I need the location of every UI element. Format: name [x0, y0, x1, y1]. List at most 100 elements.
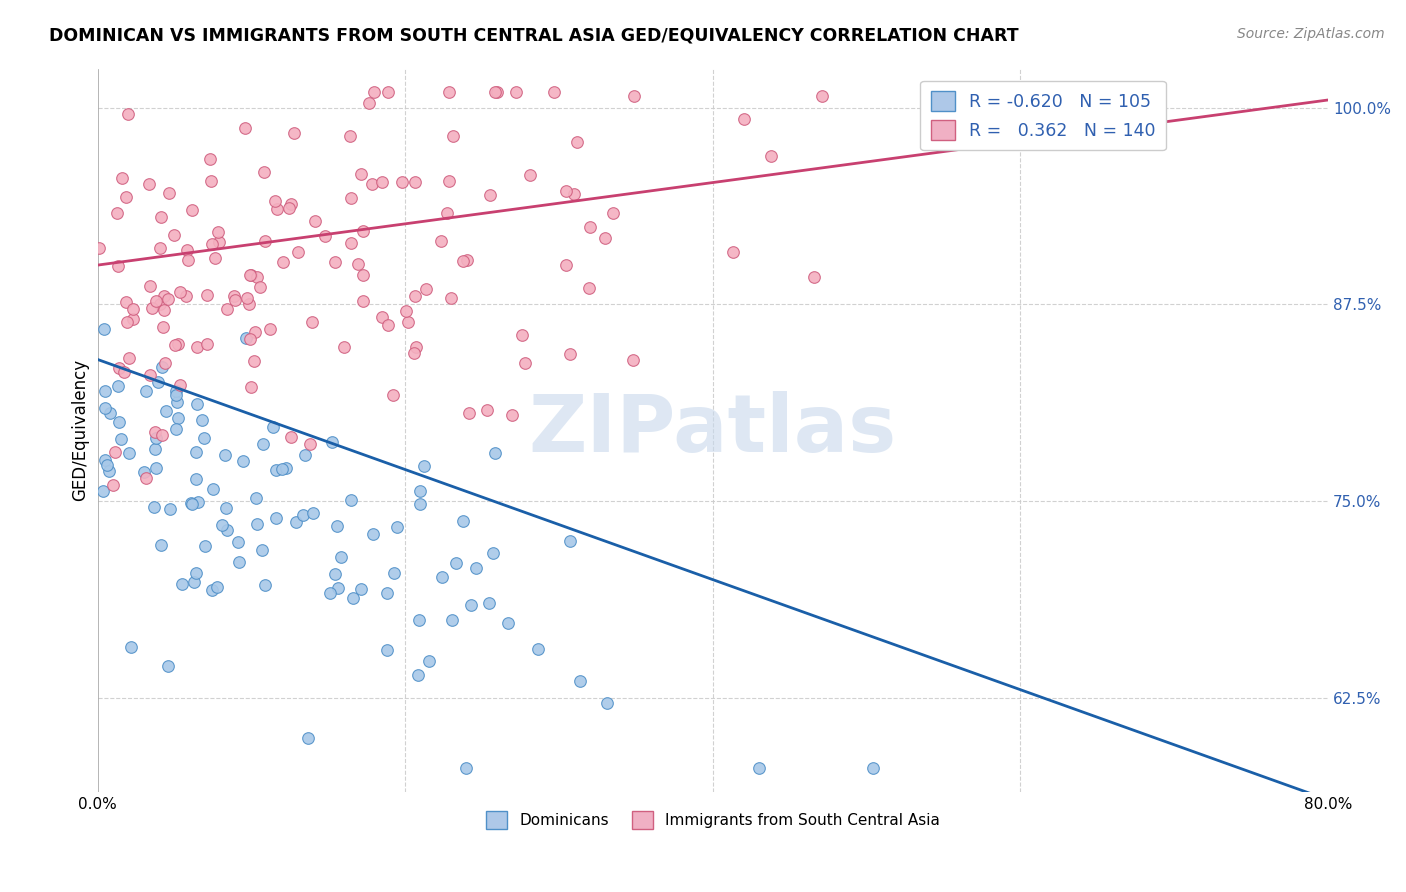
- Point: [323, 255, 346, 269]
- Point: [242, 354, 264, 368]
- Y-axis label: GED/Equivalency: GED/Equivalency: [72, 359, 89, 501]
- Point: [103, 478, 125, 492]
- Point: [145, 461, 167, 475]
- Point: [484, 85, 506, 99]
- Point: [153, 356, 176, 370]
- Point: [451, 514, 474, 528]
- Point: [186, 397, 208, 411]
- Point: [330, 549, 353, 564]
- Point: [602, 205, 624, 219]
- Point: [429, 234, 451, 248]
- Point: [153, 303, 176, 318]
- Point: [406, 668, 429, 682]
- Point: [235, 330, 257, 344]
- Point: [236, 291, 259, 305]
- Point: [408, 613, 430, 627]
- Point: [207, 225, 229, 239]
- Point: [215, 301, 238, 316]
- Point: [215, 501, 238, 516]
- Point: [174, 288, 197, 302]
- Point: [478, 596, 501, 610]
- Point: [91, 484, 114, 499]
- Point: [340, 235, 363, 250]
- Point: [246, 516, 269, 531]
- Point: [217, 523, 239, 537]
- Point: [184, 472, 207, 486]
- Point: [152, 319, 174, 334]
- Point: [96, 458, 118, 472]
- Point: [253, 234, 276, 248]
- Point: [153, 289, 176, 303]
- Point: [167, 336, 190, 351]
- Point: [228, 555, 250, 569]
- Point: [375, 586, 398, 600]
- Point: [145, 431, 167, 445]
- Text: Source: ZipAtlas.com: Source: ZipAtlas.com: [1237, 27, 1385, 41]
- Point: [371, 310, 394, 324]
- Point: [146, 376, 169, 390]
- Point: [195, 287, 218, 301]
- Point: [155, 404, 177, 418]
- Point: [224, 289, 246, 303]
- Point: [138, 178, 160, 192]
- Point: [157, 186, 180, 200]
- Point: [100, 406, 122, 420]
- Point: [194, 539, 217, 553]
- Point: [363, 85, 385, 99]
- Point: [292, 508, 315, 523]
- Point: [169, 378, 191, 392]
- Point: [201, 482, 224, 496]
- Point: [180, 203, 202, 218]
- Point: [108, 361, 131, 376]
- Point: [440, 291, 463, 305]
- Point: [748, 761, 770, 775]
- Point: [283, 126, 305, 140]
- Point: [568, 674, 591, 689]
- Point: [297, 731, 319, 745]
- Point: [252, 543, 274, 558]
- Point: [112, 365, 135, 379]
- Point: [138, 368, 160, 382]
- Point: [458, 406, 481, 420]
- Point: [139, 279, 162, 293]
- Point: [157, 658, 180, 673]
- Point: [352, 225, 374, 239]
- Point: [486, 85, 509, 99]
- Point: [441, 128, 464, 143]
- Point: [280, 430, 302, 444]
- Point: [245, 491, 267, 506]
- Point: [264, 463, 287, 477]
- Point: [439, 85, 461, 99]
- Point: [395, 304, 418, 318]
- Point: [350, 582, 373, 596]
- Point: [150, 538, 173, 552]
- Point: [191, 413, 214, 427]
- Point: [271, 255, 294, 269]
- Point: [233, 121, 256, 136]
- Point: [304, 214, 326, 228]
- Point: [301, 315, 323, 329]
- Point: [340, 492, 363, 507]
- Point: [187, 495, 209, 509]
- Point: [479, 187, 502, 202]
- Point: [205, 581, 228, 595]
- Point: [143, 500, 166, 514]
- Point: [555, 184, 578, 198]
- Point: [350, 167, 373, 181]
- Point: [150, 428, 173, 442]
- Point: [404, 289, 426, 303]
- Point: [527, 641, 550, 656]
- Point: [505, 85, 527, 99]
- Point: [371, 175, 394, 189]
- Point: [391, 175, 413, 189]
- Point: [415, 282, 437, 296]
- Point: [451, 253, 474, 268]
- Point: [176, 243, 198, 257]
- Point: [163, 338, 186, 352]
- Point: [321, 435, 343, 450]
- Point: [270, 462, 292, 476]
- Point: [759, 149, 782, 163]
- Point: [93, 322, 115, 336]
- Text: ZIPatlas: ZIPatlas: [529, 392, 897, 469]
- Point: [262, 420, 284, 434]
